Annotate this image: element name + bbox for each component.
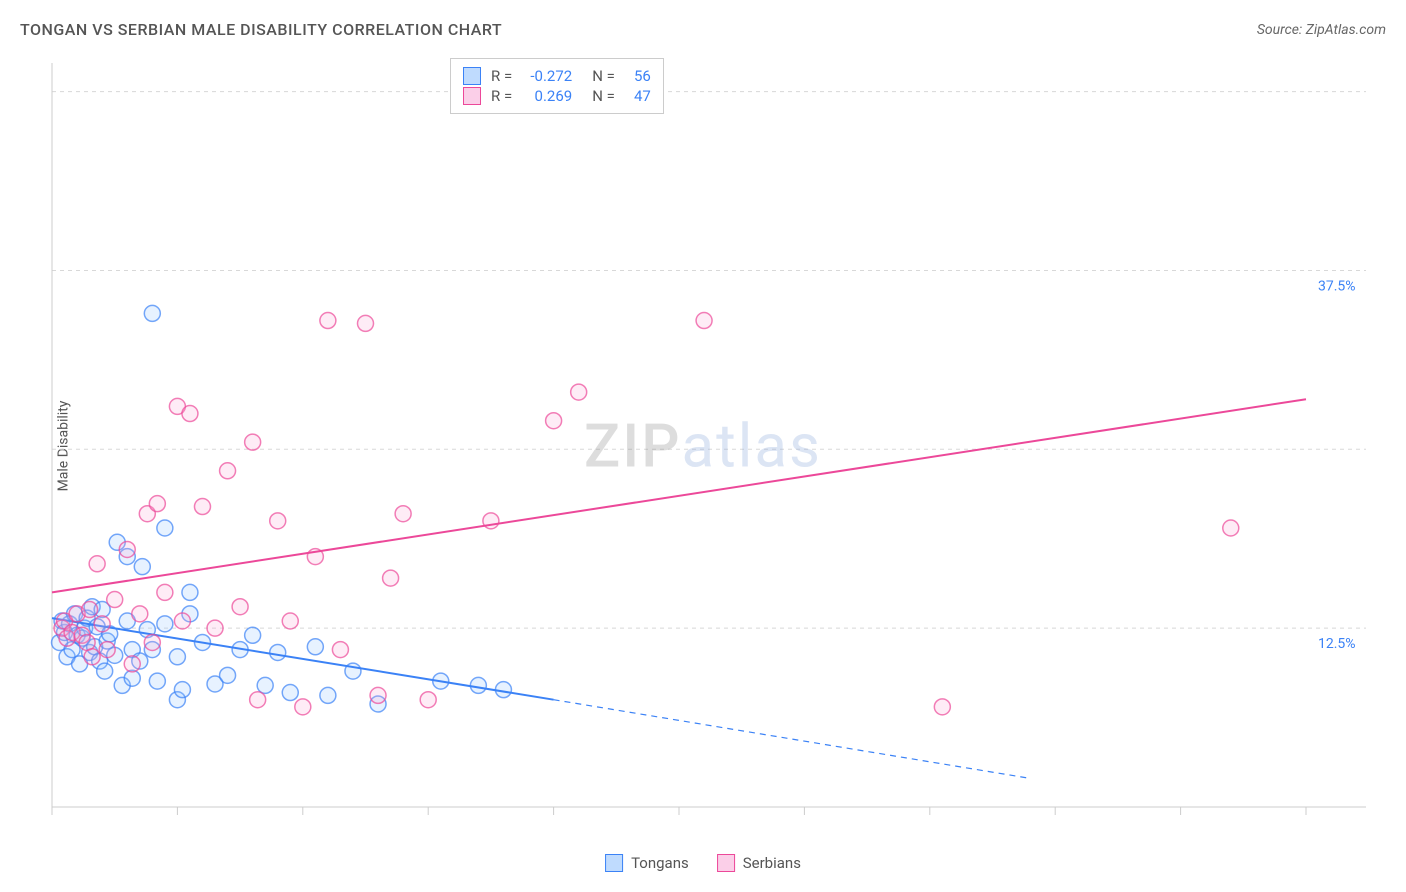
data-point bbox=[89, 556, 105, 572]
data-point bbox=[370, 687, 386, 703]
trend-line-dashed bbox=[554, 700, 1031, 779]
data-point bbox=[157, 616, 173, 632]
data-point bbox=[220, 667, 236, 683]
data-point bbox=[383, 570, 399, 586]
data-point bbox=[194, 499, 210, 515]
data-point bbox=[282, 613, 298, 629]
data-point bbox=[97, 663, 113, 679]
stats-row: R = -0.272 N = 56 bbox=[463, 67, 651, 85]
stats-row: R = 0.269 N = 47 bbox=[463, 87, 651, 105]
data-point bbox=[182, 406, 198, 422]
chart-container: TONGAN VS SERBIAN MALE DISABILITY CORREL… bbox=[0, 0, 1406, 892]
legend-swatch bbox=[463, 67, 481, 85]
chart-area: 12.5%37.5%0.0%50.0% bbox=[48, 55, 1378, 825]
data-point bbox=[232, 599, 248, 615]
chart-title: TONGAN VS SERBIAN MALE DISABILITY CORREL… bbox=[20, 20, 502, 39]
y-tick-label: 37.5% bbox=[1318, 278, 1356, 294]
data-point bbox=[132, 606, 148, 622]
data-point bbox=[144, 634, 160, 650]
data-point bbox=[207, 620, 223, 636]
data-point bbox=[157, 584, 173, 600]
data-point bbox=[84, 649, 100, 665]
data-point bbox=[270, 644, 286, 660]
data-point bbox=[182, 584, 198, 600]
data-point bbox=[470, 677, 486, 693]
data-point bbox=[270, 513, 286, 529]
data-point bbox=[119, 541, 135, 557]
source-label: Source: ZipAtlas.com bbox=[1257, 22, 1386, 38]
r-value: 0.269 bbox=[522, 87, 572, 105]
data-point bbox=[257, 677, 273, 693]
data-point bbox=[320, 687, 336, 703]
data-point bbox=[1223, 520, 1239, 536]
n-label: N = bbox=[592, 87, 615, 105]
legend-label: Tongans bbox=[631, 854, 689, 872]
y-tick-label: 12.5% bbox=[1318, 636, 1356, 652]
legend-item: Tongans bbox=[605, 854, 689, 872]
data-point bbox=[295, 699, 311, 715]
data-point bbox=[169, 649, 185, 665]
data-point bbox=[149, 673, 165, 689]
data-point bbox=[94, 616, 110, 632]
data-point bbox=[358, 315, 374, 331]
legend-swatch bbox=[605, 854, 623, 872]
data-point bbox=[107, 592, 123, 608]
data-point bbox=[99, 642, 115, 658]
data-point bbox=[220, 463, 236, 479]
data-point bbox=[144, 305, 160, 321]
data-point bbox=[157, 520, 173, 536]
data-point bbox=[320, 313, 336, 329]
header: TONGAN VS SERBIAN MALE DISABILITY CORREL… bbox=[20, 20, 1386, 39]
n-value: 47 bbox=[625, 87, 651, 105]
data-point bbox=[149, 496, 165, 512]
bottom-legend: Tongans Serbians bbox=[605, 854, 801, 872]
n-label: N = bbox=[592, 67, 615, 85]
data-point bbox=[395, 506, 411, 522]
data-point bbox=[307, 639, 323, 655]
scatter-plot: 12.5%37.5%0.0%50.0% bbox=[48, 55, 1378, 825]
r-value: -0.272 bbox=[522, 67, 572, 85]
legend-swatch bbox=[717, 854, 735, 872]
data-point bbox=[571, 384, 587, 400]
trend-line bbox=[52, 399, 1306, 592]
data-point bbox=[245, 627, 261, 643]
data-point bbox=[282, 685, 298, 701]
data-point bbox=[420, 692, 436, 708]
data-point bbox=[174, 682, 190, 698]
data-point bbox=[934, 699, 950, 715]
data-point bbox=[134, 559, 150, 575]
data-point bbox=[245, 434, 261, 450]
legend-label: Serbians bbox=[743, 854, 801, 872]
data-point bbox=[332, 642, 348, 658]
data-point bbox=[174, 613, 190, 629]
n-value: 56 bbox=[625, 67, 651, 85]
data-point bbox=[82, 602, 98, 618]
data-point bbox=[250, 692, 266, 708]
r-label: R = bbox=[491, 87, 512, 105]
r-label: R = bbox=[491, 67, 512, 85]
data-point bbox=[546, 413, 562, 429]
stats-legend-box: R = -0.272 N = 56 R = 0.269 N = 47 bbox=[450, 58, 664, 114]
data-point bbox=[696, 313, 712, 329]
legend-swatch bbox=[463, 87, 481, 105]
data-point bbox=[124, 656, 140, 672]
legend-item: Serbians bbox=[717, 854, 801, 872]
